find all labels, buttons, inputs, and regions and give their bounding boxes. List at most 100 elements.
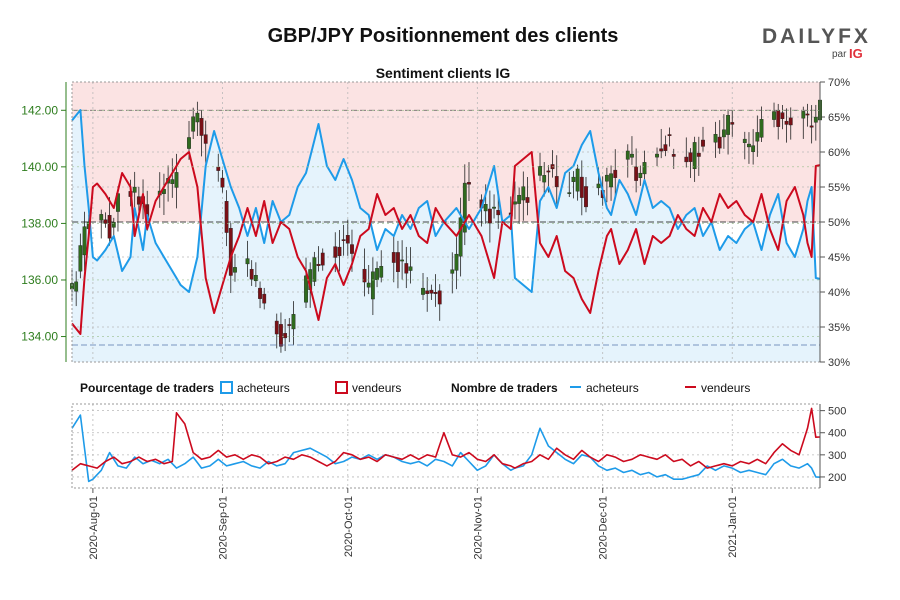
candle-body <box>362 268 367 283</box>
x-tick-label: 2020-Aug-01 <box>88 496 100 560</box>
sellers-percent-line <box>71 151 821 335</box>
candle-body <box>320 252 325 266</box>
candle-body <box>584 186 588 208</box>
candle-body <box>813 116 818 123</box>
price-tick-label: 142.00 <box>21 103 58 117</box>
legend-pct-buyers-label: acheteurs <box>237 381 290 395</box>
candle-body <box>454 253 459 271</box>
candle-body <box>625 150 630 160</box>
candle-body <box>220 177 225 188</box>
candle-body <box>487 208 492 224</box>
candle-body <box>262 293 267 304</box>
candle-body <box>312 257 317 282</box>
candle-body <box>546 170 551 173</box>
chart-subtitle: Sentiment clients IG <box>376 65 511 81</box>
candle-body <box>174 172 179 188</box>
candle-body <box>279 324 283 347</box>
candle-body <box>316 263 321 266</box>
candle-body <box>784 120 789 125</box>
candle-body <box>642 162 647 175</box>
candle-body <box>195 112 200 123</box>
candle-body <box>742 138 747 143</box>
candle-body <box>521 186 526 201</box>
count-tick-label: 200 <box>828 472 846 484</box>
candle-body <box>542 175 547 183</box>
x-tick-label: 2021-Jan-01 <box>727 496 739 558</box>
logo-by: par <box>832 49 847 60</box>
candle-body <box>249 268 254 280</box>
logo-ig: IG <box>849 46 863 61</box>
count-tick-label: 400 <box>828 428 846 440</box>
candle-body <box>216 166 221 171</box>
candle-body <box>396 252 400 272</box>
candle-body <box>630 153 634 158</box>
legend-pct-sellers-label: vendeurs <box>352 381 401 395</box>
candle-body <box>663 144 668 151</box>
candle-body <box>103 219 108 224</box>
candle-body <box>370 271 375 300</box>
candle-body <box>575 168 580 192</box>
percent-tick-label: 60% <box>828 147 850 159</box>
candle-body <box>437 290 442 305</box>
candle-body <box>203 134 208 144</box>
candle-body <box>111 221 116 228</box>
candle-body <box>345 235 350 244</box>
candle-body <box>107 215 112 239</box>
legend-count-title: Nombre de traders <box>451 381 558 395</box>
chart-title: GBP/JPY Positionnement des clients <box>268 25 619 47</box>
candle-body <box>667 134 672 136</box>
percent-tick-label: 35% <box>828 322 850 334</box>
candle-body <box>304 275 308 303</box>
candle-body <box>747 143 751 148</box>
candle-body <box>701 139 705 147</box>
candle-body <box>433 291 438 294</box>
price-tick-label: 140.00 <box>21 160 58 174</box>
x-axis: 2020-Aug-01 2020-Sep-01 2020-Oct-01 2020-No… <box>88 488 739 560</box>
sellers-count-line <box>71 407 821 471</box>
candle-body <box>809 125 814 128</box>
candle-body <box>772 111 776 120</box>
x-tick-label: 2020-Nov-01 <box>472 496 484 560</box>
percent-tick-label: 50% <box>828 217 850 229</box>
price-tick-label: 138.00 <box>21 216 58 230</box>
candle-body <box>538 166 542 176</box>
candle-body <box>458 217 463 257</box>
candle-body <box>801 111 806 119</box>
candle-body <box>780 112 785 119</box>
count-tick-label: 500 <box>828 406 846 418</box>
candle-body <box>224 201 229 233</box>
x-tick-label: 2020-Oct-01 <box>343 496 355 557</box>
legend-count-sellers-label: vendeurs <box>701 381 750 395</box>
candle-body <box>571 176 576 182</box>
candle-body <box>450 269 455 274</box>
candle-body <box>513 201 517 205</box>
candle-body <box>408 266 413 271</box>
candle-body <box>554 176 559 188</box>
candle-body <box>696 152 701 157</box>
sub-frame <box>71 403 821 489</box>
candle-body <box>688 152 693 162</box>
candle-body <box>717 136 722 149</box>
candle-body <box>99 214 104 221</box>
dailyfx-logo: DAILYFX par IG <box>762 25 868 61</box>
price-tick-label: 136.00 <box>21 273 58 287</box>
candle-body <box>366 282 371 288</box>
candle-body <box>82 226 87 256</box>
candle-body <box>421 287 425 295</box>
candle-body <box>187 137 191 149</box>
candle-body <box>634 166 639 181</box>
candle-body <box>713 134 718 143</box>
buyers-percent-line <box>71 109 821 293</box>
percent-tick-label: 55% <box>828 182 850 194</box>
candle-body <box>483 204 488 212</box>
main-panel: 30% 35% 40% 45% 50% 55% 60% 65% 70% 134.00 136.00 1… <box>21 77 850 369</box>
candle-body <box>684 156 689 163</box>
legend: Pourcentage de traders acheteurs vendeur… <box>80 381 750 395</box>
candle-body <box>233 267 237 273</box>
candle-body <box>805 113 810 116</box>
candle-body <box>258 287 262 299</box>
candle-body <box>245 258 250 265</box>
candle-body <box>671 154 676 157</box>
candle-body <box>404 263 409 274</box>
candle-body <box>375 268 379 280</box>
